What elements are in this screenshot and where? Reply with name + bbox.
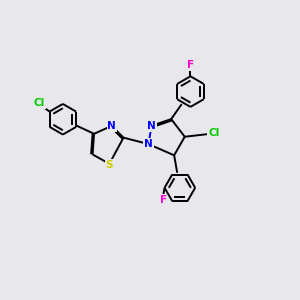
Text: N: N — [144, 139, 153, 149]
Text: F: F — [187, 60, 194, 70]
Text: Cl: Cl — [208, 128, 220, 138]
Text: F: F — [160, 195, 167, 205]
Text: Cl: Cl — [34, 98, 45, 108]
Text: S: S — [106, 160, 113, 170]
Text: N: N — [107, 121, 116, 131]
Text: N: N — [147, 121, 156, 131]
